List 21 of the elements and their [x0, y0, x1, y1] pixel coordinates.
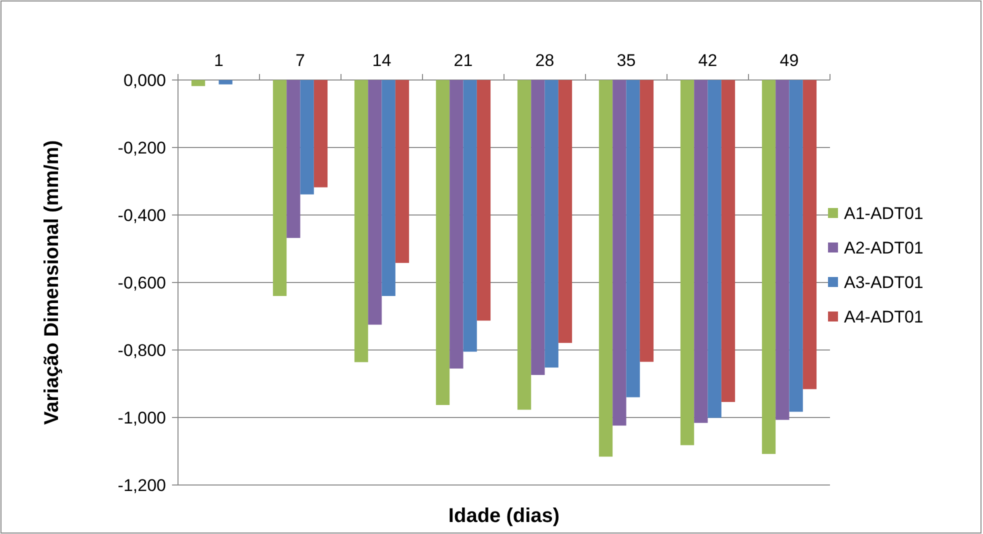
x-tick-label: 21	[454, 51, 473, 70]
y-tick-label: -0,200	[118, 138, 166, 158]
x-tick-label: 42	[698, 51, 718, 70]
x-tick-label: 1	[214, 51, 224, 70]
legend-label: A2-ADT01	[844, 238, 924, 258]
y-tick-label: -0,600	[118, 273, 166, 292]
x-tick-label: 49	[780, 51, 799, 70]
y-tick-label: 0,000	[123, 70, 166, 90]
x-tick-label: 28	[535, 51, 554, 70]
y-tick-label: -1,000	[118, 408, 166, 428]
x-tick-label: 14	[372, 51, 392, 70]
y-tick-label: -1,200	[118, 476, 166, 495]
x-axis-title: Idade (dias)	[448, 505, 560, 527]
x-tick-label: 35	[616, 51, 636, 70]
legend-label: A4-ADT01	[844, 307, 924, 326]
legend-label: A3-ADT01	[844, 272, 924, 292]
y-tick-label: -0,800	[118, 340, 166, 360]
y-axis-title: Variação Dimensional (mm/m)	[41, 140, 63, 425]
x-tick-label: 7	[296, 51, 305, 70]
legend-label: A1-ADT01	[844, 204, 924, 223]
y-tick-label: -0,400	[118, 206, 166, 225]
